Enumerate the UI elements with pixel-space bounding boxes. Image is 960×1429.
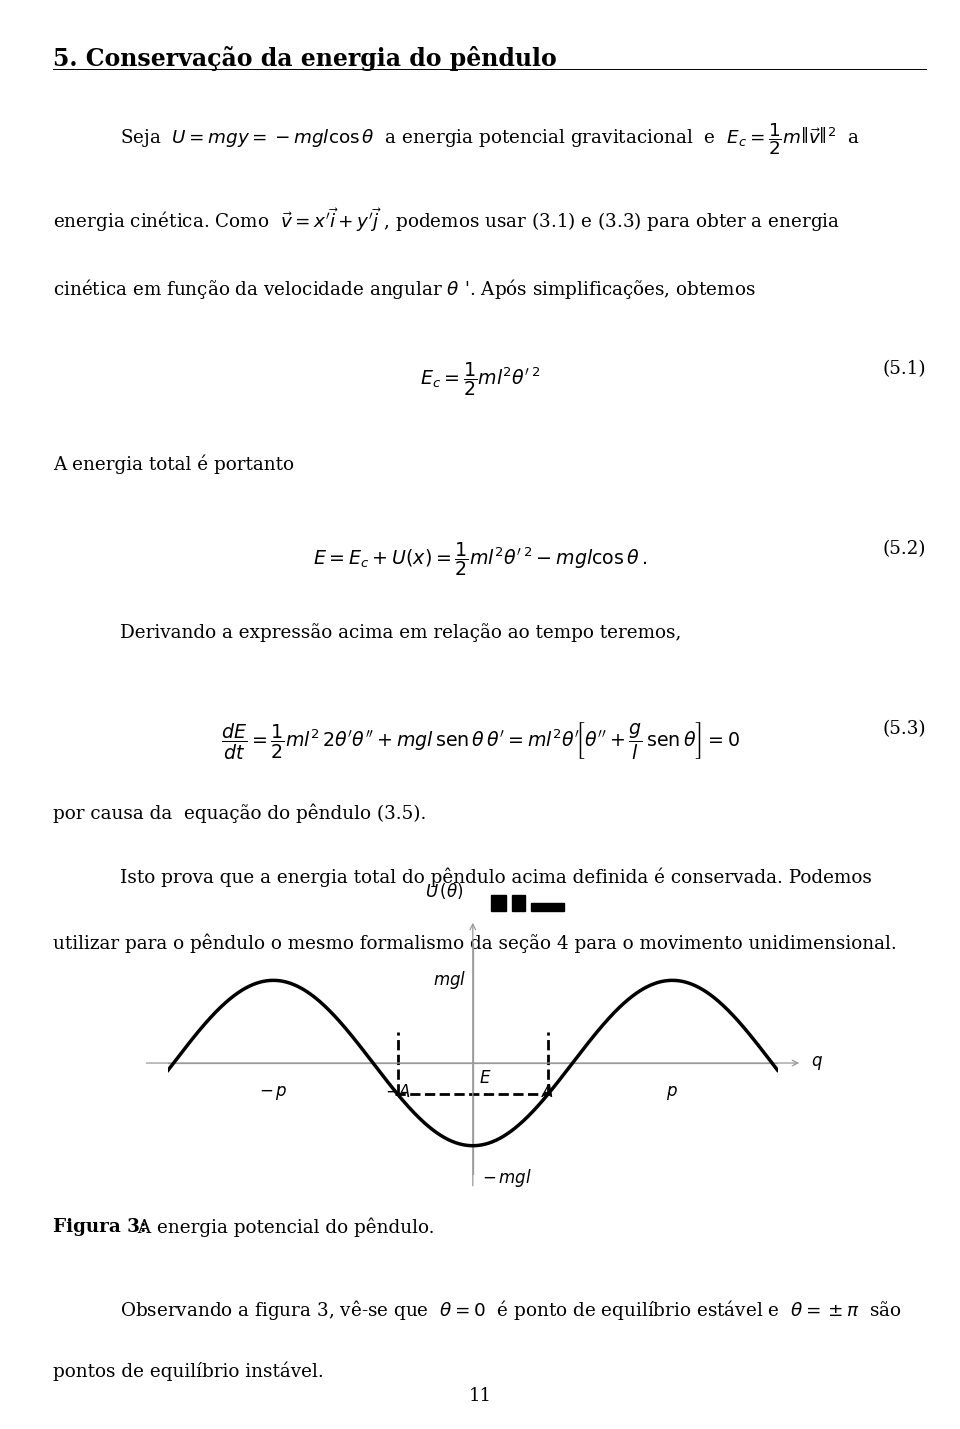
Text: $p$: $p$ (666, 1083, 678, 1102)
Text: 11: 11 (468, 1386, 492, 1405)
Text: $mgl$: $mgl$ (433, 969, 467, 992)
Text: (5.3): (5.3) (883, 720, 926, 739)
Text: $U\,(\theta)$: $U\,(\theta)$ (425, 882, 464, 902)
Text: por causa da  equação do pêndulo (3.5).: por causa da equação do pêndulo (3.5). (53, 803, 426, 823)
Text: 5. Conservação da energia do pêndulo: 5. Conservação da energia do pêndulo (53, 46, 557, 70)
Text: cinética em função da velocidade angular $\theta$ '. Após simplificações, obtemo: cinética em função da velocidade angular… (53, 277, 756, 302)
Text: Figura 3:: Figura 3: (53, 1218, 147, 1236)
Text: (5.2): (5.2) (883, 540, 926, 559)
Text: $E$: $E$ (479, 1070, 492, 1087)
Bar (531, 903, 564, 910)
Text: $-\,p$: $-\,p$ (259, 1083, 288, 1102)
Text: $-\,mgl$: $-\,mgl$ (482, 1166, 532, 1189)
Text: $E = E_c + U(x) = \dfrac{1}{2}ml^2\theta'^{\,2} - mgl\cos\theta\,.$: $E = E_c + U(x) = \dfrac{1}{2}ml^2\theta… (313, 540, 647, 579)
Text: $\dfrac{dE}{dt} = \dfrac{1}{2}ml^2\, 2\theta'\theta'' + mgl\,\mathrm{sen}\,\thet: $\dfrac{dE}{dt} = \dfrac{1}{2}ml^2\, 2\t… (221, 720, 739, 762)
Text: $E_c = \dfrac{1}{2}ml^2\theta'^{\,2}$: $E_c = \dfrac{1}{2}ml^2\theta'^{\,2}$ (420, 360, 540, 399)
Text: $q$: $q$ (811, 1055, 823, 1072)
Text: energia cinética. Como  $\vec{v} = x'\vec{i} + y'\vec{j}$ , podemos usar (3.1) e: energia cinética. Como $\vec{v} = x'\vec… (53, 206, 840, 234)
Text: Seja  $U = mgy = -mgl\cos\theta$  a energia potencial gravitacional  e  $E_c = \: Seja $U = mgy = -mgl\cos\theta$ a energi… (120, 121, 860, 157)
Text: $A$: $A$ (541, 1083, 554, 1100)
Text: pontos de equilíbrio instável.: pontos de equilíbrio instável. (53, 1362, 324, 1382)
Text: A energia potencial do pêndulo.: A energia potencial do pêndulo. (132, 1218, 434, 1238)
Text: utilizar para o pêndulo o mesmo formalismo da seção 4 para o movimento unidimens: utilizar para o pêndulo o mesmo formalis… (53, 933, 897, 953)
Bar (513, 895, 524, 910)
Text: $-A$: $-A$ (385, 1083, 411, 1100)
Text: Observando a figura 3, vê-se que  $\theta = 0$  é ponto de equilíbrio estável e : Observando a figura 3, vê-se que $\theta… (120, 1298, 902, 1322)
Text: A energia total é portanto: A energia total é portanto (53, 454, 294, 474)
Text: (5.1): (5.1) (883, 360, 926, 379)
Text: Isto prova que a energia total do pêndulo acima definida é conservada. Podemos: Isto prova que a energia total do pêndul… (120, 867, 872, 887)
Text: Derivando a expressão acima em relação ao tempo teremos,: Derivando a expressão acima em relação a… (120, 623, 682, 642)
Bar (492, 895, 506, 910)
